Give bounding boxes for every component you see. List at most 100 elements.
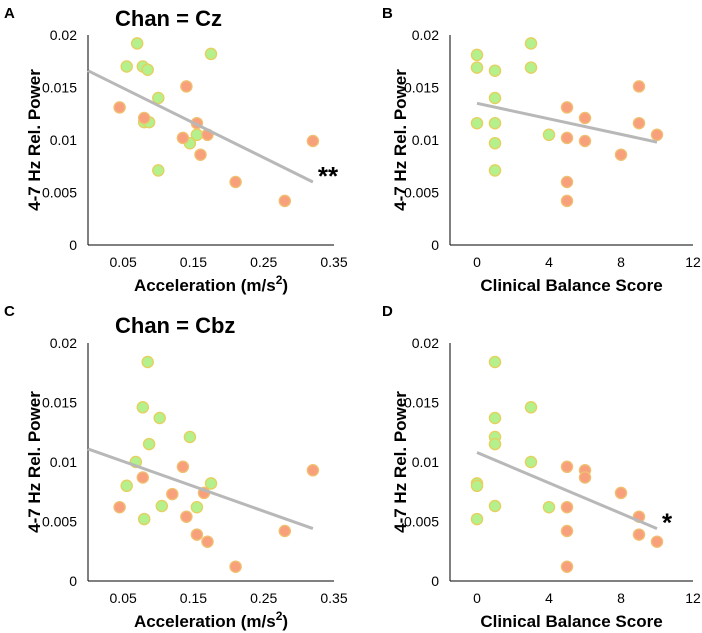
data-point-green: [120, 479, 133, 493]
x-axis-label: Acceleration (m/s2): [134, 609, 288, 631]
y-tick-label: 0.01: [50, 132, 77, 148]
data-point-green: [470, 116, 484, 130]
y-tick-label: 0.01: [412, 454, 439, 470]
y-tick-label: 0.015: [42, 395, 77, 411]
data-point-green: [488, 499, 502, 513]
data-point-orange: [578, 471, 592, 484]
x-tick-label: 12: [685, 254, 701, 270]
y-tick-label: 0: [431, 573, 439, 589]
chart-title: Chan = Cbz: [115, 313, 235, 338]
x-tick-label: 0: [473, 590, 481, 606]
data-point-green: [470, 512, 484, 526]
y-tick-label: 0.015: [404, 395, 439, 411]
y-axis-label: 4-7 Hz Rel. Power: [25, 391, 44, 533]
panel-letter: B: [382, 5, 393, 22]
data-point-green: [488, 116, 502, 130]
data-point-orange: [180, 510, 193, 523]
data-point-orange: [614, 148, 628, 161]
data-point-orange: [578, 111, 592, 125]
y-tick-label: 0.015: [404, 80, 439, 96]
data-point-orange: [560, 194, 574, 208]
chart-title: Chan = Cz: [115, 6, 222, 31]
panel-letter: A: [4, 5, 15, 22]
y-tick-label: 0.005: [404, 185, 439, 201]
data-point-green: [470, 61, 484, 74]
data-point-green: [488, 411, 502, 425]
data-point-green: [137, 512, 151, 526]
y-tick-label: 0: [431, 237, 439, 253]
x-tick-label: 4: [545, 590, 553, 606]
data-point-orange: [278, 194, 292, 208]
regression-line: [87, 447, 314, 531]
panel-letter: D: [382, 303, 393, 320]
data-point-orange: [560, 560, 574, 573]
x-axis-label: Clinical Balance Score: [480, 612, 662, 631]
y-tick-label: 0.02: [412, 27, 439, 43]
data-point-green: [470, 479, 484, 493]
data-point-orange: [560, 500, 574, 514]
data-point-green: [524, 455, 538, 469]
x-tick-label: 4: [545, 254, 553, 270]
x-tick-label: 0.35: [320, 254, 347, 270]
data-point-orange: [194, 148, 207, 161]
data-point-green: [141, 63, 154, 76]
data-point-orange: [560, 101, 574, 114]
data-point-orange: [113, 500, 126, 514]
y-tick-label: 0.02: [50, 27, 77, 43]
data-point-green: [141, 355, 154, 369]
data-point-orange: [278, 524, 292, 538]
x-tick-label: 0: [473, 254, 481, 270]
data-point-orange: [180, 80, 193, 93]
data-point-green: [153, 411, 166, 425]
data-point-green: [204, 47, 218, 61]
y-tick-label: 0.005: [42, 514, 77, 530]
data-point-green: [488, 437, 502, 451]
data-point-green: [488, 164, 502, 177]
x-tick-label: 8: [617, 590, 625, 606]
data-point-green: [524, 61, 538, 74]
y-tick-label: 0.015: [42, 80, 77, 96]
data-point-orange: [201, 535, 214, 548]
data-point-orange: [229, 175, 242, 189]
data-point-green: [136, 401, 150, 414]
data-point-green: [155, 499, 169, 513]
data-point-orange: [229, 560, 242, 573]
data-point-green: [152, 164, 165, 177]
x-tick-label: 0.15: [180, 590, 207, 606]
panel-b: B 0 0.005 0.01 0.015 0.02 0 4 8 12 4-7 Hz Rel. Pow…: [382, 5, 701, 295]
data-point-orange: [136, 471, 150, 484]
significance-marker: *: [662, 508, 673, 538]
data-point-orange: [560, 175, 574, 189]
data-point-green: [190, 128, 204, 142]
data-point-orange: [578, 134, 592, 148]
x-axis-label: Clinical Balance Score: [480, 276, 662, 295]
y-tick-label: 0.005: [42, 185, 77, 201]
x-tick-label: 0.15: [180, 254, 207, 270]
data-point-orange: [560, 524, 574, 538]
data-point-green: [470, 48, 484, 62]
y-tick-label: 0.01: [50, 454, 77, 470]
data-point-green: [488, 355, 502, 369]
data-point-orange: [632, 116, 646, 130]
y-tick-label: 0.01: [412, 132, 439, 148]
x-tick-label: 8: [617, 254, 625, 270]
data-point-orange: [614, 486, 628, 500]
panel-letter: C: [4, 303, 15, 320]
data-point-green: [183, 430, 197, 444]
regression-line: [476, 451, 658, 530]
data-point-green: [120, 60, 133, 73]
significance-marker: **: [318, 161, 339, 191]
data-point-green: [488, 136, 502, 150]
data-point-orange: [137, 111, 151, 125]
data-point-orange: [113, 101, 126, 114]
y-tick-label: 0: [69, 237, 77, 253]
regression-line: [476, 101, 658, 144]
x-tick-label: 0.25: [250, 590, 277, 606]
data-point-green: [190, 500, 204, 514]
y-tick-label: 0.02: [50, 335, 77, 351]
data-point-orange: [306, 134, 320, 148]
data-point-green: [488, 91, 502, 105]
y-tick-label: 0: [69, 573, 77, 589]
y-axis-label: 4-7 Hz Rel. Power: [25, 69, 44, 211]
